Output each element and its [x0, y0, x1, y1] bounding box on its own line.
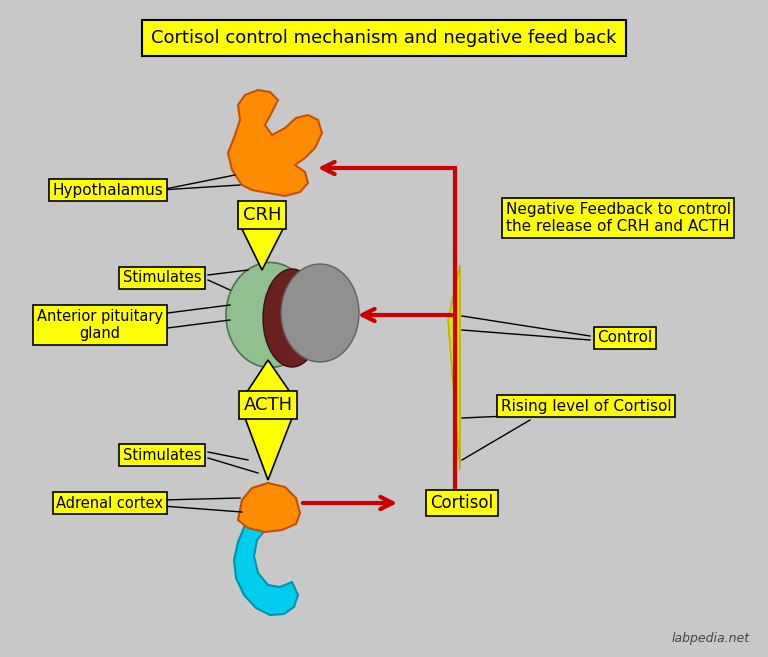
Text: Anterior pituitary
gland: Anterior pituitary gland [37, 309, 163, 341]
Text: Stimulates: Stimulates [123, 271, 201, 286]
Text: labpedia.net: labpedia.net [672, 632, 750, 645]
Text: Hypothalamus: Hypothalamus [53, 183, 164, 198]
Polygon shape [448, 265, 460, 470]
Text: CRH: CRH [243, 206, 281, 224]
Polygon shape [240, 225, 285, 270]
Text: Adrenal cortex: Adrenal cortex [57, 495, 164, 510]
Polygon shape [245, 360, 292, 395]
Text: Rising level of Cortisol: Rising level of Cortisol [501, 399, 671, 413]
Ellipse shape [226, 263, 314, 367]
Text: Cortisol control mechanism and negative feed back: Cortisol control mechanism and negative … [151, 29, 617, 47]
Ellipse shape [281, 264, 359, 362]
Polygon shape [238, 483, 300, 532]
Text: ACTH: ACTH [243, 396, 293, 414]
Text: Cortisol: Cortisol [430, 494, 494, 512]
Polygon shape [234, 525, 298, 615]
Polygon shape [228, 90, 322, 196]
Polygon shape [245, 418, 292, 480]
Text: Negative Feedback to control
the release of CRH and ACTH: Negative Feedback to control the release… [505, 202, 730, 234]
Text: Stimulates: Stimulates [123, 447, 201, 463]
Ellipse shape [263, 269, 321, 367]
Text: Control: Control [598, 330, 653, 346]
